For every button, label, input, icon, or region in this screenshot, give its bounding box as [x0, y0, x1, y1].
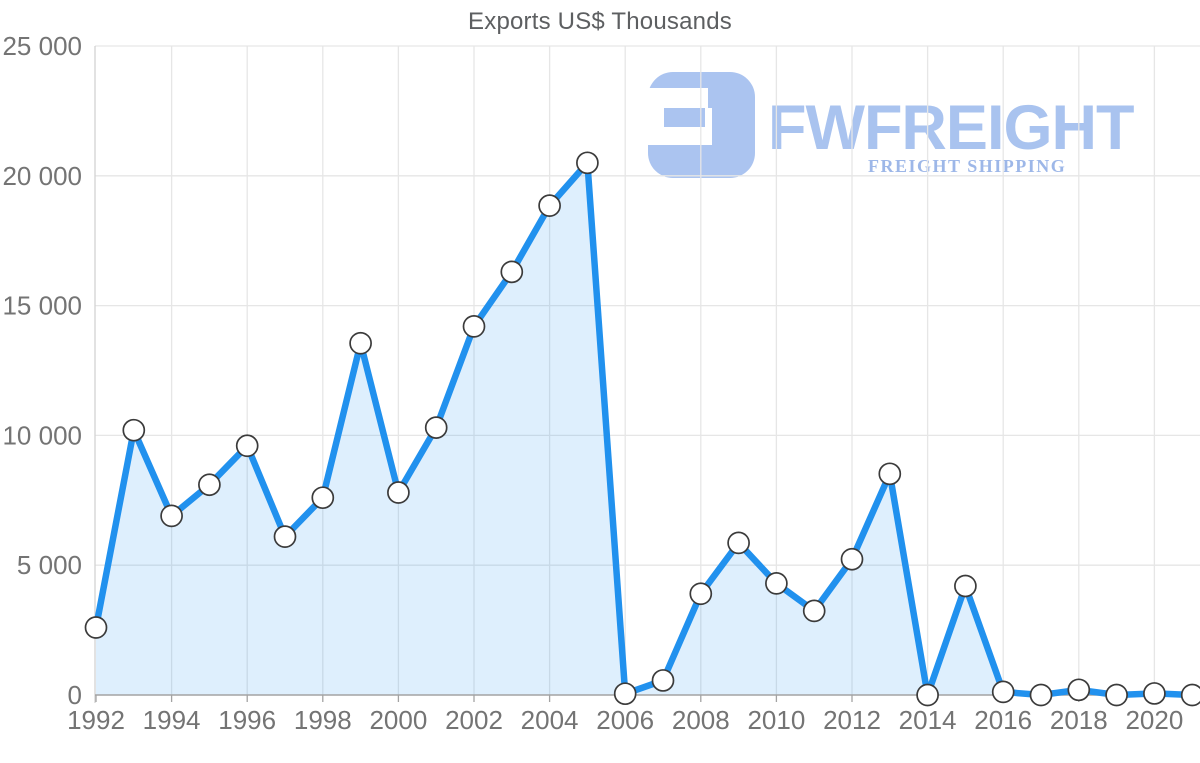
x-axis-tick-label: 2008	[672, 705, 730, 735]
x-axis-tick-label: 1996	[218, 705, 276, 735]
x-axis-tick-label: 2002	[445, 705, 503, 735]
data-point-2014	[916, 683, 939, 707]
x-axis-tick-label: 2012	[823, 705, 881, 735]
x-axis-tick-label: 2010	[747, 705, 805, 735]
x-axis-tick-label: 2006	[596, 705, 654, 735]
data-point-2015	[954, 574, 977, 598]
data-point-1994	[160, 504, 183, 528]
data-point-1997	[273, 525, 297, 548]
data-point-2020	[1143, 682, 1166, 705]
data-point-2013	[878, 462, 902, 486]
y-axis-tick-label: 15 000	[2, 291, 82, 321]
data-point-2003	[500, 260, 524, 284]
data-point-1995	[198, 473, 221, 497]
data-point-2009	[727, 531, 750, 555]
data-point-2010	[765, 572, 788, 595]
y-axis-tick-label: 0	[68, 680, 82, 710]
data-point-2000	[387, 481, 410, 504]
data-point-1998	[311, 486, 335, 510]
y-axis-tick-label: 20 000	[2, 161, 82, 191]
data-point-2016	[991, 680, 1015, 704]
data-point-2011	[802, 599, 826, 623]
x-axis-tick-label: 2020	[1125, 705, 1183, 735]
x-axis-tick-label: 2014	[899, 705, 957, 735]
x-axis-tick-label: 1992	[67, 705, 125, 735]
data-point-2012	[840, 547, 864, 571]
data-point-2005	[576, 151, 599, 175]
data-point-2008	[689, 582, 713, 606]
x-axis-tick-label: 2016	[974, 705, 1032, 735]
x-axis-tick-label: 1994	[143, 705, 201, 735]
x-axis-tick-label: 1998	[294, 705, 352, 735]
data-point-2017	[1029, 683, 1053, 707]
data-point-1992	[84, 616, 108, 639]
series-area-fill	[96, 162, 1193, 696]
y-axis-tick-label: 5 000	[17, 550, 82, 580]
data-point-2006	[613, 682, 637, 706]
data-point-2002	[462, 315, 486, 338]
x-axis-tick-label: 2004	[521, 705, 579, 735]
y-axis-tick-label: 25 000	[2, 31, 82, 61]
data-point-2019	[1105, 683, 1128, 707]
data-point-2007	[651, 669, 675, 692]
data-point-1993	[122, 418, 146, 442]
data-point-2004	[538, 194, 561, 218]
data-point-1999	[349, 331, 372, 355]
y-axis-tick-label: 10 000	[2, 420, 82, 450]
chart-title: Exports US$ Thousands	[468, 8, 732, 35]
data-point-2021	[1180, 683, 1200, 707]
data-point-2001	[424, 416, 448, 439]
data-point-2018	[1067, 678, 1091, 702]
x-axis-tick-label: 2018	[1050, 705, 1108, 735]
x-axis-tick-label: 2000	[369, 705, 427, 735]
data-point-1996	[235, 434, 259, 458]
